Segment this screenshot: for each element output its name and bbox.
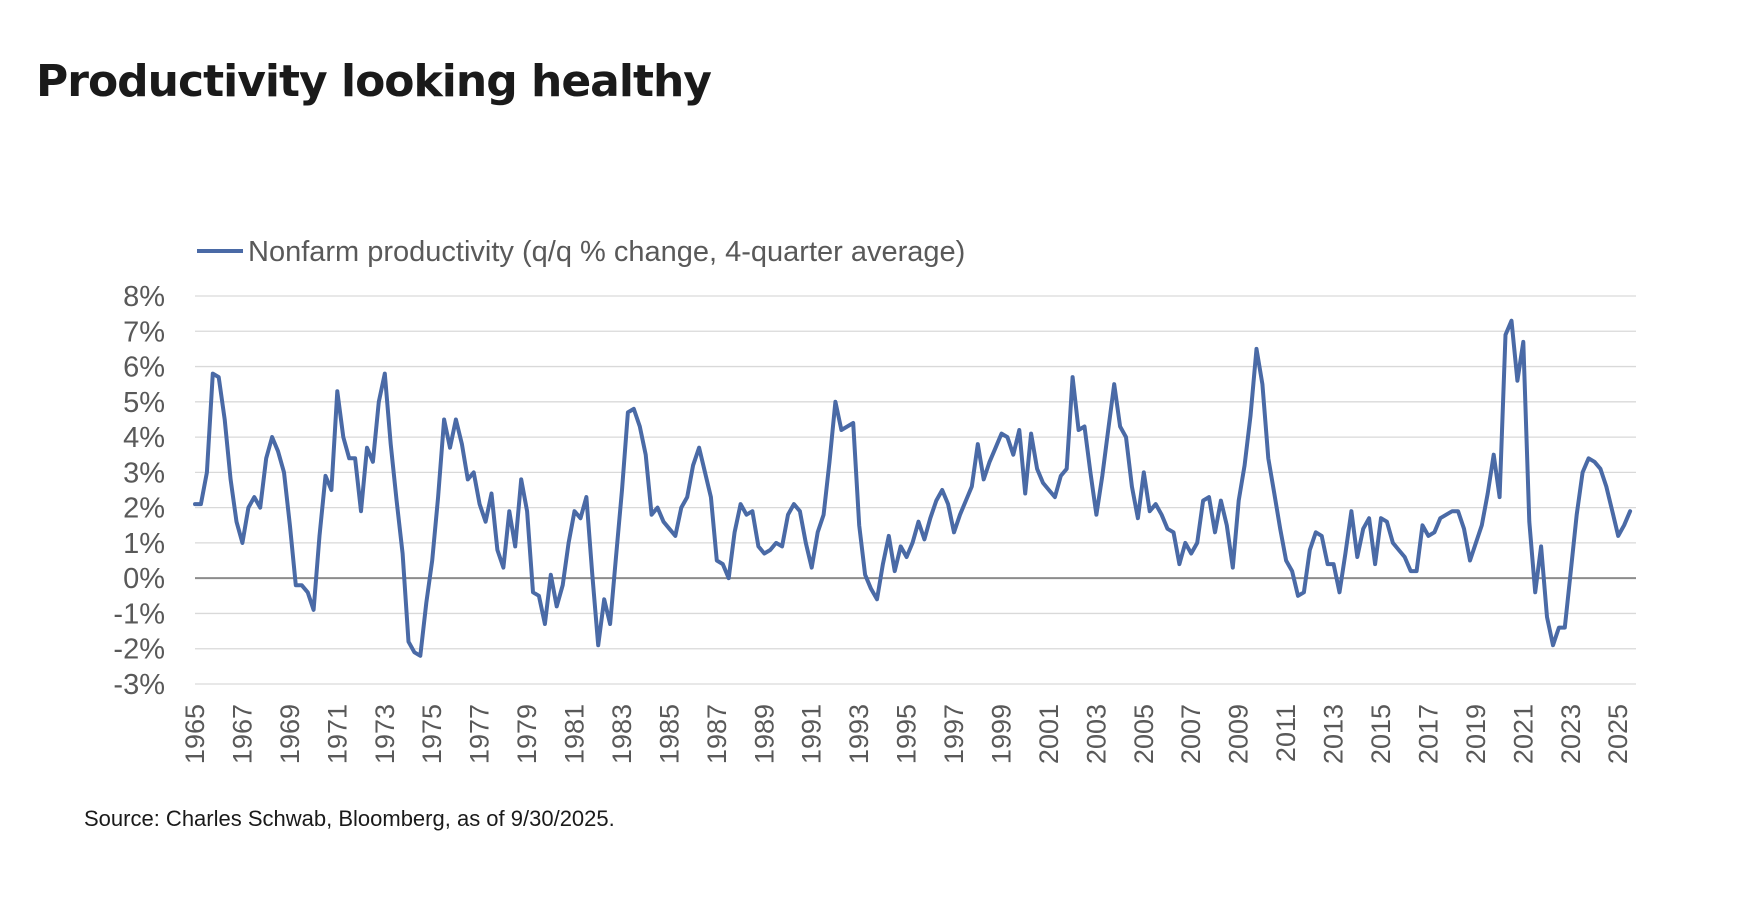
x-tick-label: 1975 (417, 704, 447, 764)
x-tick-label: 1995 (892, 704, 922, 764)
y-tick-label: 0% (123, 563, 165, 595)
x-tick-label: 1979 (512, 704, 542, 764)
y-tick-label: -1% (113, 598, 165, 630)
x-axis-tick-labels: 1965 1967 1969 1971 1973 1975 1977 1979 1981 1983… (180, 704, 1633, 764)
x-tick-label: 2021 (1508, 704, 1538, 764)
x-tick-label: 2009 (1224, 704, 1254, 764)
series-line (193, 318, 1633, 658)
x-tick-label: 1991 (797, 704, 827, 764)
source-note: Source: Charles Schwab, Bloomberg, as of… (84, 806, 615, 831)
legend: Nonfarm productivity (q/q % change, 4-qu… (197, 236, 965, 268)
x-tick-label: 2023 (1556, 704, 1586, 764)
x-tick-label: 1969 (275, 704, 305, 764)
x-tick-label: 2015 (1366, 704, 1396, 764)
x-tick-label: 1983 (607, 704, 637, 764)
y-tick-label: 1% (123, 528, 165, 560)
x-tick-label: 2019 (1461, 704, 1491, 764)
x-tick-label: 1971 (322, 704, 352, 764)
x-tick-label: 1999 (986, 704, 1016, 764)
y-tick-label: 4% (123, 422, 165, 454)
y-tick-label: -2% (113, 634, 165, 666)
series-layer (193, 318, 1633, 658)
x-tick-label: 2007 (1176, 704, 1206, 764)
x-tick-label: 1997 (939, 704, 969, 764)
x-tick-label: 2013 (1319, 704, 1349, 764)
x-tick-label: 1989 (749, 704, 779, 764)
x-tick-label: 1985 (654, 704, 684, 764)
y-tick-label: 3% (123, 457, 165, 489)
x-tick-label: 1977 (465, 704, 495, 764)
y-tick-label: 2% (123, 493, 165, 525)
y-axis-tick-labels: -3%-2% -1%0%1%2% 3%4%5%6% 7%8% (113, 281, 165, 701)
x-tick-label: 2011 (1271, 704, 1301, 762)
x-tick-label: 1987 (702, 704, 732, 764)
x-tick-label: 2001 (1034, 704, 1064, 764)
y-tick-label: 5% (123, 387, 165, 419)
y-tick-label: 6% (123, 352, 165, 384)
x-tick-label: 1973 (370, 704, 400, 764)
y-tick-label: -3% (113, 669, 165, 701)
x-tick-label: 2005 (1129, 704, 1159, 764)
gridlines (195, 295, 1636, 685)
y-tick-label: 7% (123, 316, 165, 348)
legend-label: Nonfarm productivity (q/q % change, 4-qu… (248, 236, 965, 268)
x-tick-label: 1993 (844, 704, 874, 764)
y-tick-label: 8% (123, 281, 165, 313)
x-tick-label: 2003 (1081, 704, 1111, 764)
x-tick-label: 1981 (560, 704, 590, 764)
x-tick-label: 2025 (1603, 704, 1633, 764)
x-tick-label: 2017 (1413, 704, 1443, 764)
page-title: Productivity looking healthy (36, 56, 712, 107)
x-tick-label: 1967 (227, 704, 257, 764)
x-tick-label: 1965 (180, 704, 210, 764)
